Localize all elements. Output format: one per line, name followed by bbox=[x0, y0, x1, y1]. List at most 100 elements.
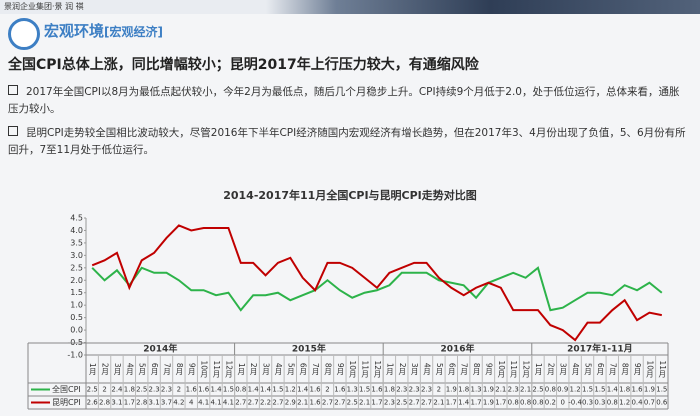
x-tick-label: 3月 bbox=[113, 363, 122, 376]
y-tick-label: 0.0 bbox=[70, 326, 83, 335]
y-tick-label: 3.0 bbox=[70, 251, 83, 260]
table-value: 1.9 bbox=[644, 386, 655, 394]
table-value: 1.2 bbox=[619, 399, 630, 407]
table-value: 1.4 bbox=[248, 386, 260, 394]
legend-label: 全国CPI bbox=[52, 384, 81, 394]
x-tick-label: 1月 bbox=[237, 363, 246, 376]
table-value: 1.6 bbox=[310, 386, 322, 394]
table-value: 2.3 bbox=[149, 386, 160, 394]
table-value: 0.8 bbox=[607, 399, 618, 407]
table-value: 0.8 bbox=[520, 399, 531, 407]
table-value: 2.1 bbox=[359, 399, 370, 407]
table-value: 2.3 bbox=[409, 386, 420, 394]
x-tick-label: 1月 bbox=[534, 363, 543, 376]
x-tick-label: 7月 bbox=[311, 363, 320, 376]
bullet-text: 2017年全国CPI以8月为最低点起伏较小，今年2月为最低点，随后几个月稳步上升… bbox=[8, 86, 680, 115]
table-value: 1.7 bbox=[446, 399, 457, 407]
table-value: 2.8 bbox=[99, 399, 110, 407]
x-tick-label: 10月 bbox=[200, 360, 209, 378]
x-tick-label: 9月 bbox=[484, 363, 493, 376]
x-tick-label: 10月 bbox=[497, 360, 506, 378]
x-tick-label: 1月 bbox=[385, 363, 394, 376]
table-value: 2.1 bbox=[297, 399, 308, 407]
x-tick-label: 2月 bbox=[398, 363, 407, 376]
x-tick-label: 12月 bbox=[522, 360, 531, 378]
table-value: 2.8 bbox=[136, 399, 147, 407]
table-value: 1.9 bbox=[483, 399, 494, 407]
table-value: 2.6 bbox=[87, 399, 99, 407]
table-value: 4.1 bbox=[198, 399, 209, 407]
y-tick-label: 2.5 bbox=[70, 263, 83, 272]
table-value: 0.8 bbox=[532, 399, 543, 407]
table-value: -0.4 bbox=[568, 399, 582, 407]
x-tick-label: 11月 bbox=[212, 360, 221, 378]
table-value: 1.5 bbox=[656, 386, 667, 394]
table-value: 4.2 bbox=[173, 399, 184, 407]
table-value: 0.9 bbox=[557, 386, 568, 394]
table-value: 2.1 bbox=[495, 386, 506, 394]
table-value: 1.2 bbox=[285, 386, 296, 394]
x-tick-label: 8月 bbox=[175, 363, 184, 376]
table-value: 2.7 bbox=[409, 399, 420, 407]
table-value: 1.6 bbox=[334, 386, 346, 394]
table-value: 2.7 bbox=[334, 399, 345, 407]
x-tick-label: 3月 bbox=[262, 363, 271, 376]
table-value: 0.2 bbox=[545, 399, 556, 407]
y-tick-label: 4.0 bbox=[70, 226, 83, 235]
table-value: 0.8 bbox=[508, 399, 519, 407]
x-tick-label: 6月 bbox=[299, 363, 308, 376]
table-value: 2.1 bbox=[433, 399, 444, 407]
table-value: 1.6 bbox=[198, 386, 210, 394]
bullet: 昆明CPI走势较全国相比波动较大，尽管2016年下半年CPI经济随国内宏观经济有… bbox=[8, 125, 688, 159]
table-value: 1.3 bbox=[347, 386, 358, 394]
table-value: 1.5 bbox=[359, 386, 370, 394]
x-tick-label: 6月 bbox=[150, 363, 159, 376]
table-value: 2.5 bbox=[396, 399, 407, 407]
y-tick-label: 3.5 bbox=[70, 238, 83, 247]
group-label: 2017年1-11月 bbox=[567, 343, 633, 355]
table-value: 1.4 bbox=[607, 386, 619, 394]
table-value: 1.7 bbox=[495, 399, 506, 407]
x-tick-label: 2月 bbox=[101, 363, 110, 376]
table-value: 2.5 bbox=[532, 386, 543, 394]
x-tick-label: 8月 bbox=[472, 363, 481, 376]
table-value: 1.6 bbox=[310, 399, 322, 407]
group-label: 2014年 bbox=[143, 343, 177, 355]
x-tick-label: 12月 bbox=[373, 360, 382, 378]
section: 宏观环境 bbox=[44, 22, 105, 40]
table-value: 2.3 bbox=[161, 386, 172, 394]
x-tick-label: 2月 bbox=[546, 363, 555, 376]
table-value: 2.5 bbox=[347, 399, 358, 407]
table-value: 1.7 bbox=[470, 399, 481, 407]
logo: 景润企业集团·景 润 祺 bbox=[4, 2, 84, 11]
x-tick-label: 4月 bbox=[423, 363, 432, 376]
x-tick-label: 5月 bbox=[584, 363, 593, 376]
table-value: 0 bbox=[561, 399, 565, 407]
x-tick-label: 3月 bbox=[559, 363, 568, 376]
table-value: 1.8 bbox=[619, 386, 630, 394]
table-value: 2.3 bbox=[508, 386, 519, 394]
table-value: 2.9 bbox=[285, 399, 296, 407]
table-value: 1.5 bbox=[594, 386, 605, 394]
table-value: 1.7 bbox=[124, 399, 135, 407]
table-value: 0.3 bbox=[582, 399, 593, 407]
group-label: 2015年 bbox=[292, 343, 326, 355]
chart-title: 2014-2017年11月全国CPI与昆明CPI走势对比图 bbox=[223, 188, 477, 202]
y-tick-label: 2.0 bbox=[70, 276, 83, 285]
table-value: 2.3 bbox=[396, 386, 407, 394]
x-tick-label: 4月 bbox=[274, 363, 283, 376]
table-value: 1.4 bbox=[458, 399, 470, 407]
x-tick-label: 7月 bbox=[460, 363, 469, 376]
table-value: 2 bbox=[102, 386, 106, 394]
table-value: 1.8 bbox=[458, 386, 469, 394]
x-tick-label: 11月 bbox=[658, 360, 667, 378]
table-value: 1.8 bbox=[124, 386, 135, 394]
table-value: 2.7 bbox=[322, 399, 333, 407]
y-tick-label: -1.0 bbox=[67, 351, 83, 360]
x-tick-label: 10月 bbox=[348, 360, 357, 378]
table-value: 2 bbox=[177, 386, 181, 394]
line-series bbox=[91, 224, 663, 342]
table-value: 0.6 bbox=[656, 399, 668, 407]
table-value: 0.4 bbox=[631, 399, 643, 407]
